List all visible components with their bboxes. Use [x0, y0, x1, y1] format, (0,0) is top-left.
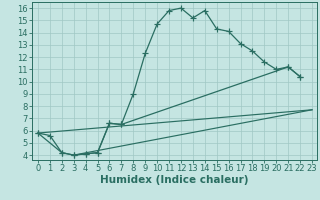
X-axis label: Humidex (Indice chaleur): Humidex (Indice chaleur) [100, 175, 249, 185]
